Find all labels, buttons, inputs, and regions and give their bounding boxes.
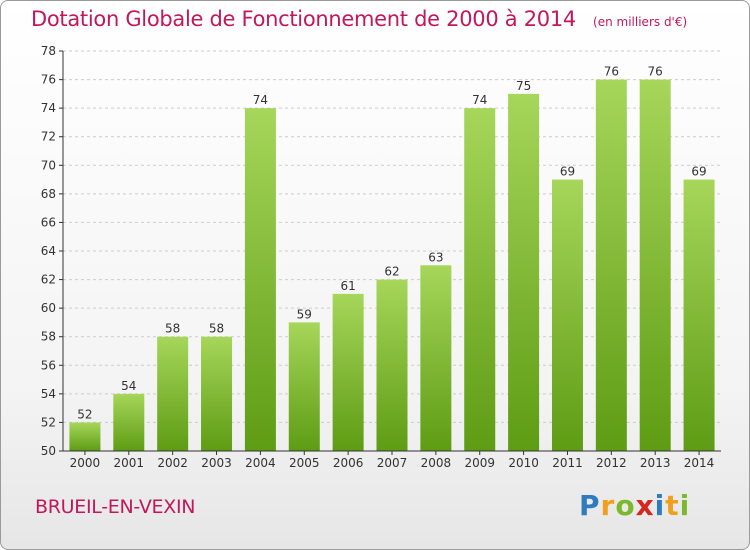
y-tick-label: 60 [41,301,56,315]
bar [508,93,540,451]
logo-letter: t [665,489,680,522]
bar [551,179,583,452]
bar [69,422,101,451]
title-row: Dotation Globale de Fonctionnement de 20… [31,7,687,31]
bar [157,336,189,451]
y-tick-label: 50 [41,444,56,458]
chart-title: Dotation Globale de Fonctionnement de 20… [31,7,576,31]
bar [420,265,452,451]
x-tick-label: 2004 [245,456,276,470]
y-tick-label: 66 [41,215,56,229]
chart-subtitle: (en milliers d'€) [593,15,688,29]
x-tick-label: 2006 [333,456,364,470]
x-tick-label: 2010 [508,456,539,470]
bar-value-label: 74 [472,93,487,107]
logo-letter: i [654,489,666,522]
bar [639,79,671,452]
logo-letter: x [635,489,655,522]
y-tick-label: 62 [41,273,56,287]
y-tick-label: 76 [41,73,56,87]
y-tick-label: 56 [41,358,56,372]
y-tick-label: 78 [41,44,56,58]
y-tick-label: 54 [41,387,56,401]
x-tick-label: 2007 [377,456,408,470]
y-tick-label: 64 [41,244,56,258]
x-tick-label: 2008 [421,456,452,470]
bar-value-label: 63 [428,250,443,264]
x-tick-label: 2005 [289,456,320,470]
y-tick-label: 72 [41,130,56,144]
bar [244,108,276,452]
bar-value-label: 76 [604,65,619,79]
bar-value-label: 69 [560,165,575,179]
bar-value-label: 54 [121,379,136,393]
logo-letter: P [579,489,601,522]
y-tick-label: 70 [41,158,56,172]
x-tick-label: 2003 [201,456,232,470]
bar [595,79,627,452]
bar-value-label: 62 [384,265,399,279]
bar [464,108,496,452]
bar [113,393,145,451]
bars [69,79,715,452]
bar [201,336,233,451]
labels: 50 52 54 56 58 60 62 64 66 68 70 72 74 76 78 52 2000 54 20… [41,44,715,470]
bar-value-label: 75 [516,79,531,93]
bar [288,322,320,451]
x-tick-label: 2013 [640,456,671,470]
x-tick-label: 2011 [552,456,583,470]
bar-value-label: 58 [209,322,224,336]
y-tick-label: 74 [41,101,56,115]
bar-value-label: 69 [691,165,706,179]
x-tick-label: 2009 [464,456,495,470]
y-tick-label: 68 [41,187,56,201]
bar-value-label: 59 [297,307,312,321]
x-tick-label: 2012 [596,456,627,470]
bar-value-label: 52 [77,407,92,421]
commune-name: BRUEIL-EN-VEXIN [35,496,196,518]
proxiti-logo: Proxiti [579,489,690,522]
bar-value-label: 61 [340,279,355,293]
logo-letter: i [679,489,691,522]
x-tick-label: 2014 [684,456,715,470]
x-tick-label: 2002 [157,456,188,470]
y-tick-label: 52 [41,415,56,429]
bar-chart: 50 52 54 56 58 60 62 64 66 68 70 72 74 76 78 52 2000 54 20… [41,44,721,470]
logo-letter: r [600,489,616,522]
x-tick-label: 2000 [70,456,101,470]
y-tick-label: 58 [41,330,56,344]
bar [683,179,715,452]
x-tick-label: 2001 [114,456,145,470]
bar-value-label: 76 [648,65,663,79]
bar-value-label: 74 [253,93,268,107]
axes [59,50,721,455]
logo-letter: o [615,489,636,522]
bar [376,279,408,451]
bar-value-label: 58 [165,322,180,336]
bar [332,293,364,451]
